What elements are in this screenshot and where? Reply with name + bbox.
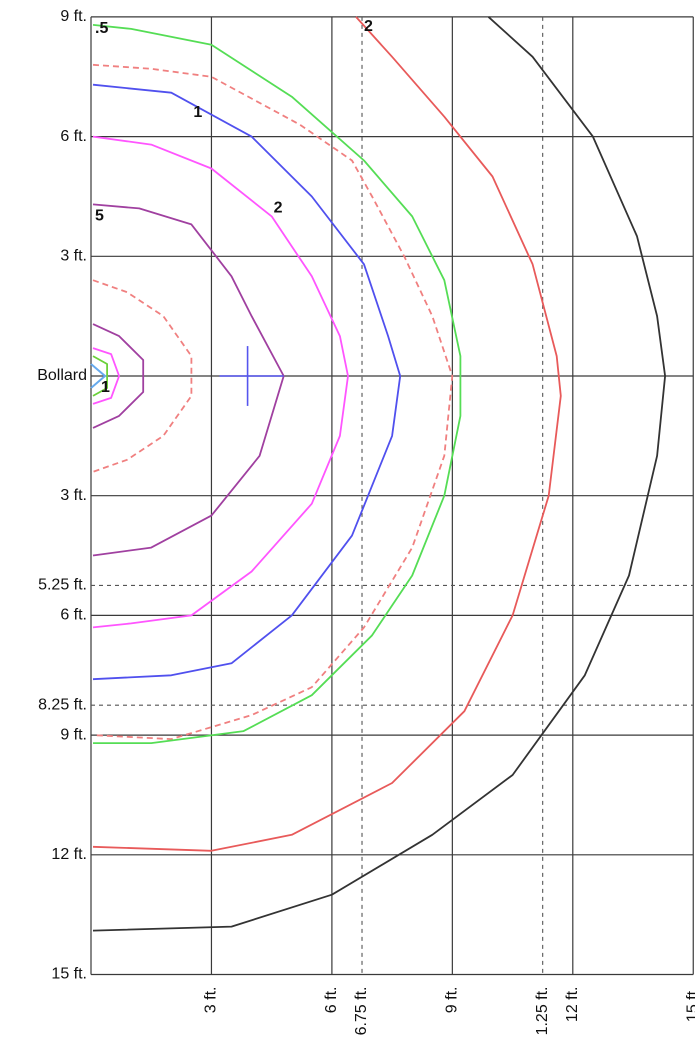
contour-lines	[92, 16, 666, 932]
contour-line-7	[92, 83, 402, 681]
contour-line-10	[92, 16, 562, 852]
labels: 9 ft. 6 ft. 3 ft. Bollard 3 ft. 5.25 ft. 6 ft.…	[37, 8, 695, 1035]
x-tick-label: 1.25 ft.	[534, 987, 551, 1036]
y-tick-label: 6 ft.	[60, 128, 87, 145]
contour-line-6	[92, 135, 349, 629]
x-tick-label: 3 ft.	[203, 987, 220, 1014]
contour-line-1	[92, 355, 108, 397]
bollard-marker	[90, 363, 107, 389]
contour-line-9	[92, 24, 462, 744]
y-tick-label: 12 ft.	[51, 846, 87, 863]
contour-line-5	[92, 203, 285, 557]
y-tick-label: 3 ft.	[60, 248, 87, 265]
contour-value-label: 5	[95, 208, 104, 225]
x-tick-label: 12 ft.	[564, 987, 581, 1023]
y-tick-label: 8.25 ft.	[38, 696, 87, 713]
contour-value-label: 2	[274, 200, 283, 217]
x-tick-label: 9 ft.	[444, 987, 461, 1014]
x-tick-label: 6 ft.	[323, 987, 340, 1014]
contour-line-4	[92, 279, 193, 473]
y-tick-label: 5.25 ft.	[38, 577, 87, 594]
x-tick-label: 6.75 ft.	[353, 987, 370, 1036]
grid	[90, 16, 694, 976]
y-tick-label: Bollard	[37, 367, 87, 384]
contour-line-3	[92, 323, 145, 429]
contour-line-2	[92, 347, 120, 405]
x-tick-label: 15 ft.	[684, 987, 695, 1023]
y-tick-label: 6 ft.	[60, 607, 87, 624]
y-tick-label: 3 ft.	[60, 487, 87, 504]
contour-line-8	[92, 63, 454, 740]
contour-line-11	[92, 16, 666, 932]
contour-value-label: .5	[95, 20, 108, 37]
markers	[90, 346, 284, 406]
contour-value-label: 1	[101, 379, 110, 396]
contour-value-label: 1	[193, 104, 202, 121]
y-tick-label: 9 ft.	[60, 8, 87, 25]
y-tick-label: 15 ft.	[51, 966, 87, 983]
y-tick-label: 9 ft.	[60, 726, 87, 743]
contour-value-label: 2	[364, 18, 373, 35]
